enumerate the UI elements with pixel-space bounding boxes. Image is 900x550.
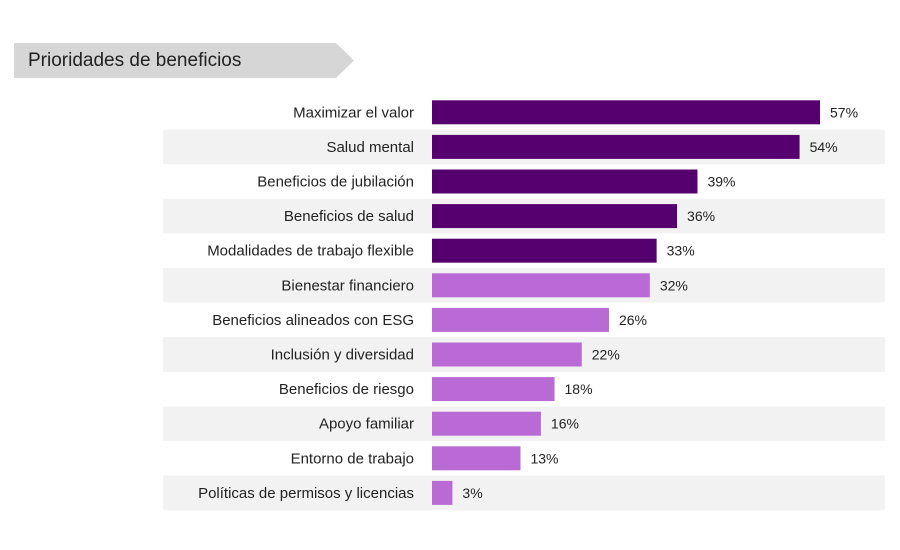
value-label: 3%	[462, 485, 482, 501]
bar	[432, 480, 453, 505]
value-label: 33%	[667, 243, 695, 259]
category-label: Beneficios alineados con ESG	[212, 312, 414, 329]
chart-title: Prioridades de beneficios	[28, 50, 242, 71]
bar	[432, 411, 541, 436]
category-label: Bienestar financiero	[281, 277, 414, 294]
row-band	[163, 475, 885, 511]
category-label: Salud mental	[326, 139, 414, 156]
chart-title-tab: Prioridades de beneficios	[14, 43, 354, 78]
value-label: 18%	[565, 381, 593, 397]
category-label: Beneficios de jubilación	[257, 174, 414, 191]
category-label: Beneficios de salud	[284, 208, 414, 225]
value-label: 36%	[687, 208, 715, 224]
value-label: 39%	[707, 174, 735, 190]
bar	[432, 377, 555, 402]
bar	[432, 134, 800, 159]
bar	[432, 307, 609, 332]
category-label: Beneficios de riesgo	[279, 381, 414, 398]
bar	[432, 273, 650, 298]
value-label: 22%	[592, 347, 620, 363]
title-tab-shape	[14, 43, 354, 78]
value-label: 32%	[660, 277, 688, 293]
value-label: 57%	[830, 104, 858, 120]
bar	[432, 204, 678, 229]
bar	[432, 342, 582, 367]
value-label: 54%	[810, 139, 838, 155]
value-label: 16%	[551, 416, 579, 432]
bar	[432, 100, 820, 125]
category-label: Entorno de trabajo	[291, 450, 414, 467]
value-label: 13%	[530, 450, 558, 466]
category-label: Maximizar el valor	[293, 104, 414, 121]
value-label: 26%	[619, 312, 647, 328]
category-label: Inclusión y diversidad	[271, 347, 414, 364]
bar	[432, 169, 698, 194]
bar	[432, 238, 657, 263]
bar	[432, 446, 521, 471]
category-label: Apoyo familiar	[319, 416, 414, 433]
category-label: Políticas de permisos y licencias	[198, 485, 414, 502]
category-label: Modalidades de trabajo flexible	[207, 243, 414, 260]
